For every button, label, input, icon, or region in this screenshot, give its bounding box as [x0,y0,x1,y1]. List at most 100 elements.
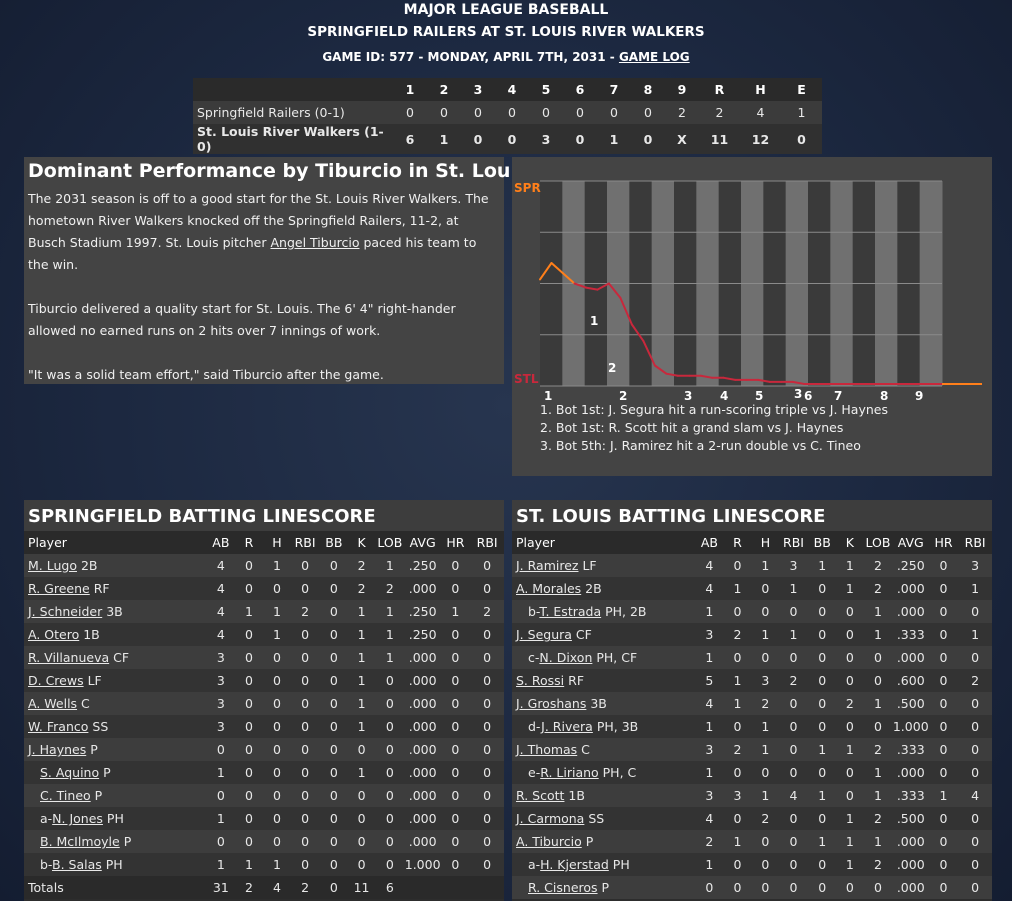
stat-cell: 0 [440,807,471,830]
stat-cell: 0 [958,853,992,876]
player-position: P [99,765,111,780]
inning-axis-label: 7 [834,389,842,402]
stat-cell: 0 [695,876,724,899]
player-link[interactable]: J. Rivera [541,719,593,734]
pitcher-link[interactable]: Angel Tiburcio [270,235,360,250]
player-link[interactable]: R. Cisneros [528,880,598,895]
player-link[interactable]: C. Tineo [40,788,91,803]
stat-cell: 0 [928,830,959,853]
stat-cell: 2 [863,853,893,876]
stat-cell: 1 [348,692,375,715]
stat-cell: 3 [751,669,780,692]
inning-header: 6 [563,78,597,101]
springfield-batting-table: Player AB R H RBI BB K LOB AVG HR RBI M. Lugo 2B 4 0 1… [24,531,504,899]
player-link[interactable]: M. Lugo [28,558,77,573]
stat-cell: 0 [958,807,992,830]
stat-cell: 0 [290,807,320,830]
stat-cell: 0 [348,830,375,853]
stat-cell: 0 [863,669,893,692]
batting-column-header: RBI [470,531,504,554]
batting-row: D. Crews LF 3 0 0 0 0 1 0.000 0 0 [24,669,504,692]
stat-cell: 3 [207,646,235,669]
recap-paragraph-2: Tiburcio delivered a quality start for S… [28,301,456,338]
player-link[interactable]: D. Crews [28,673,84,688]
player-link[interactable]: J. Segura [516,627,572,642]
player-cell: C. Tineo P [24,784,208,807]
player-cell: b-B. Salas PH [24,853,208,876]
player-link[interactable]: B. McIlmoyle [40,834,120,849]
inning-runs: 0 [427,101,461,124]
stat-cell: 0 [723,876,752,899]
player-link[interactable]: R. Liriano [540,765,599,780]
win-prob-line-segment [791,380,806,385]
player-link[interactable]: S. Aquino [40,765,100,780]
batting-column-header: RBI [958,531,992,554]
player-link[interactable]: S. Rossi [516,673,565,688]
stat-cell: 0 [440,554,471,577]
player-link[interactable]: A. Otero [28,627,80,642]
stat-cell: 0 [779,715,808,738]
player-position: C [577,742,590,757]
batting-column-header: H [751,531,780,554]
player-link[interactable]: T. Estrada [539,604,602,619]
stat-cell: 2 [695,830,724,853]
stat-cell: 0 [751,830,780,853]
stat-cell: 0 [263,830,291,853]
player-link[interactable]: A. Tiburcio [516,834,582,849]
player-cell: M. Lugo 2B [24,554,208,577]
stat-cell: 0 [440,761,471,784]
player-cell: J. Schneider 3B [24,600,208,623]
player-link[interactable]: J. Haynes [28,742,87,757]
stat-cell: .250 [404,554,441,577]
player-link[interactable]: N. Dixon [539,650,593,665]
player-cell: A. Otero 1B [24,623,208,646]
win-prob-line-segment [630,323,645,342]
inning-axis-label: 6 [804,389,812,402]
player-link[interactable]: J. Thomas [516,742,578,757]
stat-cell: 0 [234,577,264,600]
stat-cell: 0 [723,807,752,830]
stat-cell: 2 [723,623,752,646]
stat-cell: 2 [348,577,375,600]
stat-cell: 0 [470,715,504,738]
player-link[interactable]: R. Villanueva [28,650,110,665]
total-stat-cell: 4 [263,876,291,899]
player-link[interactable]: J. Carmona [516,811,585,826]
player-link[interactable]: W. Franco [28,719,89,734]
player-link[interactable]: A. Morales [516,581,582,596]
player-link[interactable]: J. Groshans [516,696,587,711]
win-prob-line-segment [607,282,622,299]
stat-cell: .000 [404,646,441,669]
player-link[interactable]: R. Scott [516,788,565,803]
player-link[interactable]: N. Jones [52,811,103,826]
total-header: E [781,78,822,101]
player-link[interactable]: J. Ramirez [516,558,579,573]
stat-cell: 1 [348,623,375,646]
player-link[interactable]: R. Greene [28,581,90,596]
batting-column-header: AB [207,531,235,554]
stat-cell: 0 [779,876,808,899]
stat-cell: 0 [374,669,405,692]
batting-column-header: AVG [404,531,441,554]
stat-cell: 2 [863,738,893,761]
stat-cell: 1 [807,784,837,807]
stat-cell: 2 [836,692,864,715]
stat-cell: 2 [348,554,375,577]
springfield-batting-panel: SPRINGFIELD BATTING LINESCORE Player AB R H… [24,500,504,901]
stat-cell: 1 [207,853,235,876]
stat-cell: 1 [863,600,893,623]
player-cell: S. Rossi RF [512,669,696,692]
player-link[interactable]: J. Schneider [28,604,103,619]
batting-row: J. Ramirez LF 4 0 1 3 1 1 2.250 0 3 [512,554,992,577]
player-link[interactable]: H. Kjerstad [540,857,609,872]
batting-row: W. Franco SS 3 0 0 0 0 1 0.000 0 0 [24,715,504,738]
stat-cell: 1 [958,577,992,600]
batting-column-header: BB [319,531,349,554]
game-log-link[interactable]: GAME LOG [618,50,690,64]
player-link[interactable]: B. Salas [52,857,102,872]
player-position: 1B [79,627,100,642]
player-link[interactable]: A. Wells [28,696,78,711]
batting-column-header: RBI [290,531,320,554]
batting-row: S. Rossi RF 5 1 3 2 0 0 0.600 0 2 [512,669,992,692]
